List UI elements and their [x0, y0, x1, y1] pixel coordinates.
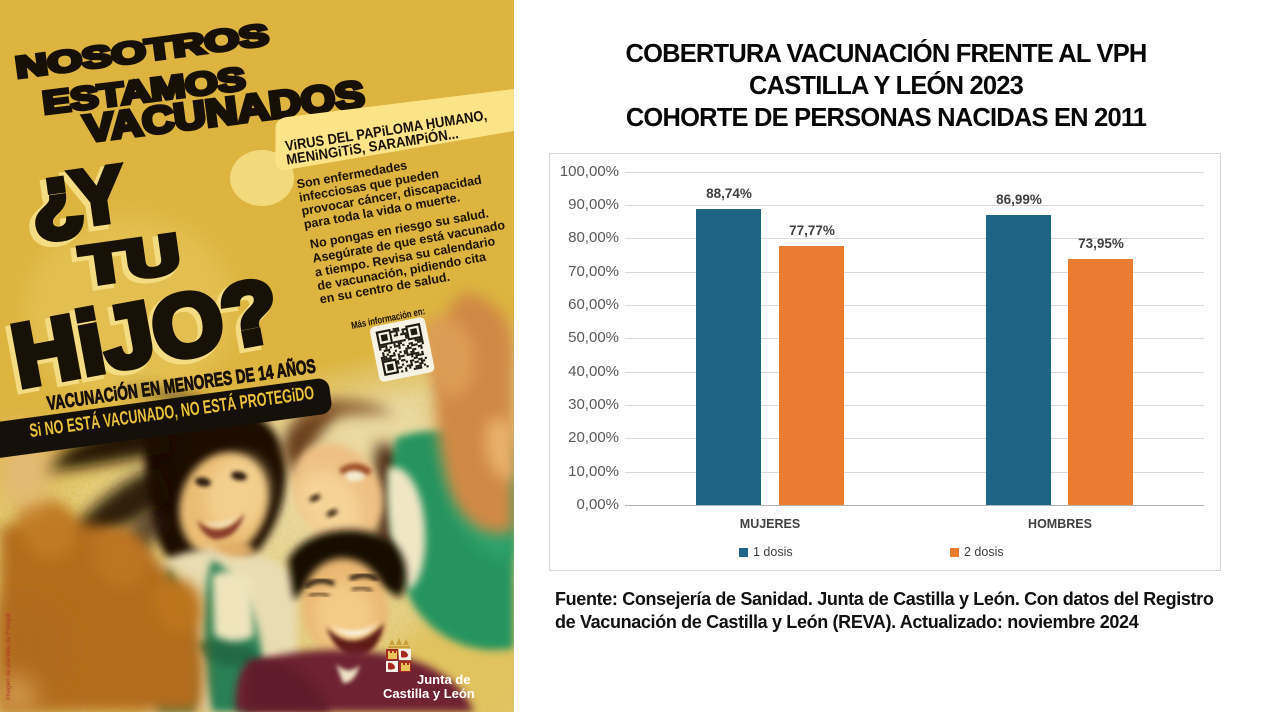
- svg-text:Y: Y: [66, 148, 130, 242]
- svg-text:Y: Y: [63, 152, 127, 246]
- svg-text:Junta de: Junta de: [417, 672, 470, 687]
- svg-text:Imagen de plantilla de Freepik: Imagen de plantilla de Freepik: [5, 612, 12, 700]
- svg-text:Castilla y León: Castilla y León: [383, 686, 475, 701]
